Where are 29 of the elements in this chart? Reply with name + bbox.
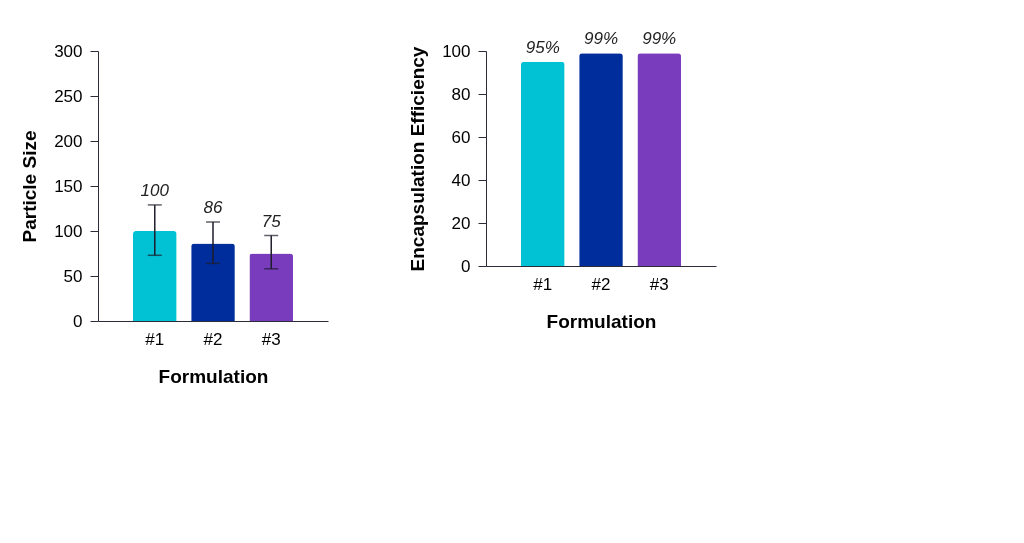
data-label: 100 bbox=[140, 180, 170, 200]
y-tick-label: 0 bbox=[461, 256, 471, 276]
y-tick-label: 300 bbox=[54, 41, 83, 61]
y-tick-label: 0 bbox=[73, 311, 83, 331]
x-axis-title: Formulation bbox=[158, 365, 269, 387]
data-label: 99% bbox=[583, 29, 619, 49]
y-tick-label: 80 bbox=[451, 84, 471, 104]
x-tick-label: #3 bbox=[261, 329, 281, 349]
y-tick-label: 50 bbox=[63, 266, 83, 286]
y-tick-label: 20 bbox=[451, 213, 471, 233]
y-tick-label: 40 bbox=[451, 170, 471, 190]
y-tick-label: 250 bbox=[54, 86, 83, 106]
data-label: 86 bbox=[203, 198, 223, 217]
data-label: 99% bbox=[642, 29, 677, 49]
x-tick-label: #2 bbox=[203, 329, 223, 349]
y-tick-label: 100 bbox=[54, 221, 83, 241]
y-tick-label: 200 bbox=[54, 131, 83, 151]
x-tick-label: #3 bbox=[649, 274, 669, 294]
y-tick-label: 60 bbox=[451, 127, 471, 147]
y-tick-label: 100 bbox=[442, 41, 471, 61]
data-label: 95% bbox=[525, 37, 560, 57]
y-tick-label: 150 bbox=[54, 176, 83, 196]
y-axis-title: Particle Size bbox=[19, 130, 41, 243]
y-axis-title: Encapsulation Efficiency bbox=[407, 46, 429, 272]
x-tick-label: #1 bbox=[533, 274, 553, 294]
x-tick-label: #1 bbox=[145, 329, 165, 349]
x-axis-title: Formulation bbox=[546, 310, 657, 332]
x-tick-label: #2 bbox=[591, 274, 611, 294]
data-label: 75 bbox=[261, 211, 282, 231]
